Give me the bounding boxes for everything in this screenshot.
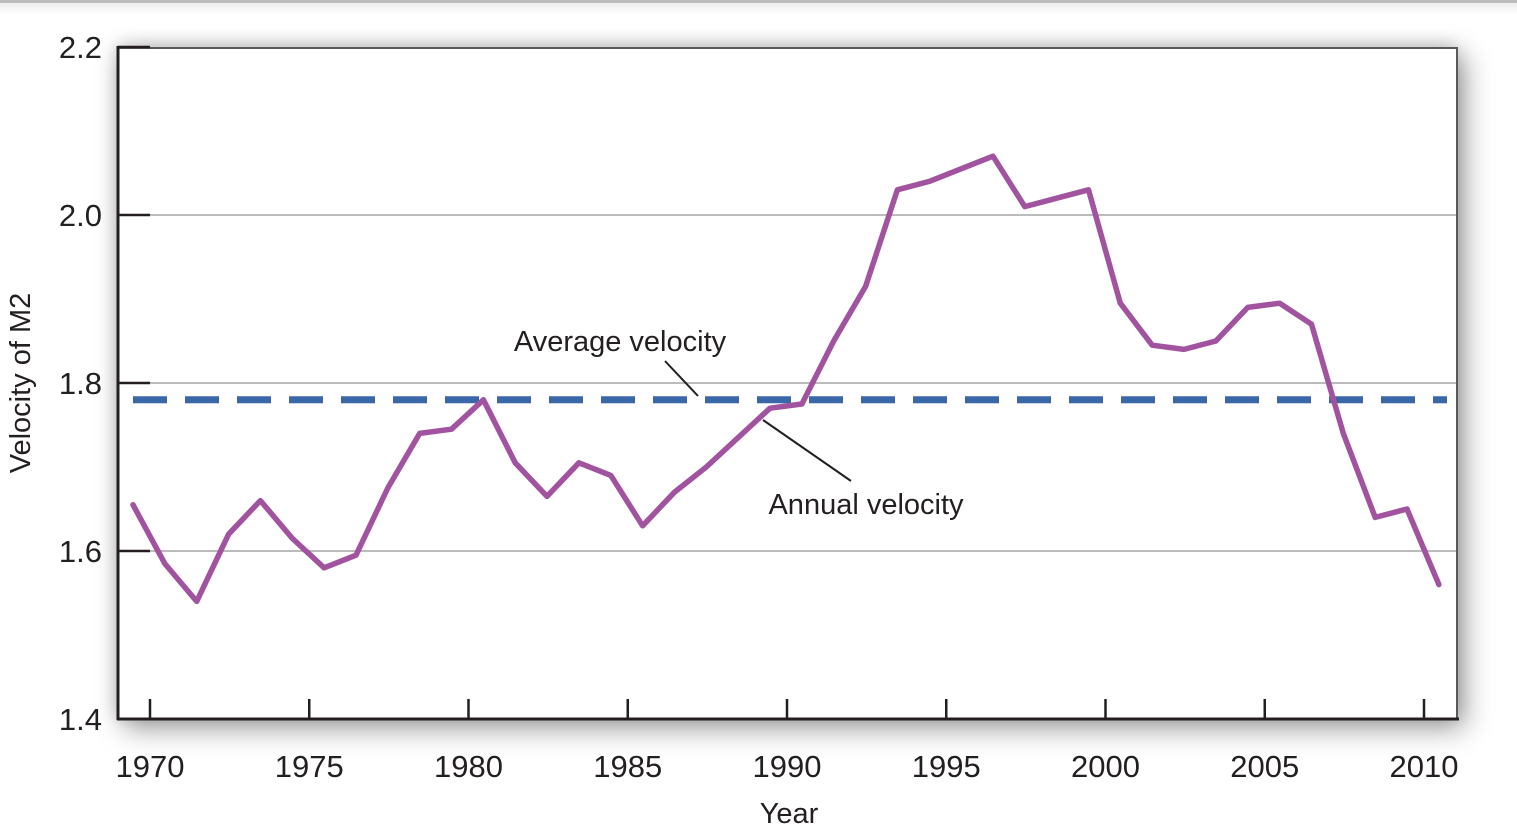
x-tick-label: 1995 bbox=[912, 749, 981, 784]
x-tick-label: 2010 bbox=[1390, 749, 1459, 784]
figure-top-border-shadow bbox=[0, 3, 1517, 15]
y-axis-ticks bbox=[118, 45, 150, 553]
x-axis-ticks bbox=[148, 699, 1426, 719]
x-tick-label: 1970 bbox=[116, 749, 185, 784]
annual-velocity-annotation: Annual velocity bbox=[768, 489, 964, 521]
annual-velocity-pointer-line bbox=[762, 419, 852, 482]
y-tick-label: 2.0 bbox=[59, 198, 102, 233]
x-axis-title: Year bbox=[760, 798, 819, 830]
x-tick-label: 1975 bbox=[275, 749, 344, 784]
y-axis-title: Velocity of M2 bbox=[5, 293, 37, 474]
y-axis-tick-labels: 2.2 2.0 1.8 1.6 1.4 bbox=[59, 30, 102, 737]
x-tick-label: 2005 bbox=[1230, 749, 1299, 784]
average-velocity-pointer-line bbox=[664, 360, 699, 397]
x-tick-label: 2000 bbox=[1071, 749, 1140, 784]
y-tick-label: 1.6 bbox=[59, 534, 102, 569]
y-tick-label: 2.2 bbox=[59, 30, 102, 65]
x-tick-label: 1980 bbox=[434, 749, 503, 784]
annual-velocity-series bbox=[130, 153, 1442, 605]
x-tick-label: 1985 bbox=[593, 749, 662, 784]
annual-velocity-line bbox=[130, 153, 1442, 605]
x-axis-tick-labels: 1970 1975 1980 1985 1990 1995 2000 2005 2010 bbox=[116, 749, 1459, 784]
y-tick-label: 1.4 bbox=[59, 702, 102, 737]
y-tick-label: 1.8 bbox=[59, 366, 102, 401]
average-velocity-annotation: Average velocity bbox=[514, 326, 727, 358]
figure-top-border bbox=[0, 0, 1517, 3]
x-tick-label: 1990 bbox=[753, 749, 822, 784]
gridlines bbox=[118, 214, 1458, 552]
